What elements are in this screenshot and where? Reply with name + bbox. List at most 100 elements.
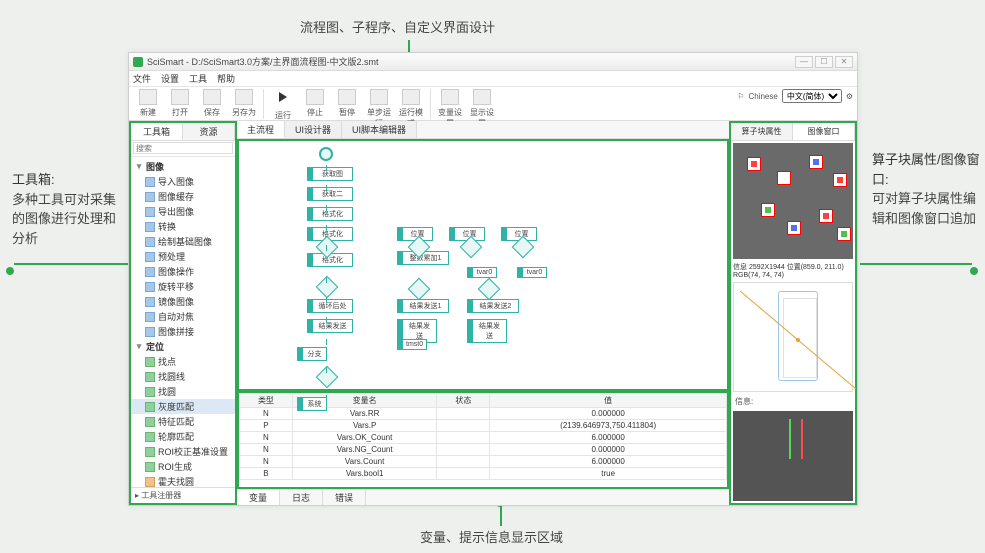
flow-decision[interactable] bbox=[478, 278, 501, 301]
toolbar-保存[interactable]: 保存 bbox=[197, 89, 227, 118]
tree-node[interactable]: 特征匹配 bbox=[131, 414, 235, 429]
toolbar-icon bbox=[306, 89, 324, 105]
var-cell: 6.000000 bbox=[490, 432, 727, 444]
toolbar-停止[interactable]: 停止 bbox=[300, 89, 330, 118]
close-button[interactable]: ✕ bbox=[835, 56, 853, 68]
image-preview-2[interactable] bbox=[733, 282, 853, 392]
tool-tree[interactable]: ▾图像导入图像图像缓存导出图像转换绘制基础图像预处理图像操作旋转平移镜像图像自动… bbox=[131, 157, 235, 487]
flow-start-node[interactable] bbox=[319, 147, 333, 161]
var-cell: Vars.P bbox=[292, 420, 437, 432]
center-panel: 主流程 UI设计器 UI脚本编辑器 获取图获取二格式化格式化格式化循环后处结果发… bbox=[237, 121, 729, 505]
tree-node[interactable]: 找圆 bbox=[131, 384, 235, 399]
toolbar-运行[interactable]: 运行 bbox=[268, 89, 298, 121]
table-row[interactable]: NVars.Count6.000000 bbox=[240, 456, 727, 468]
tree-node[interactable]: 导出图像 bbox=[131, 204, 235, 219]
image-preview-3[interactable] bbox=[733, 411, 853, 501]
flow-node[interactable]: tvar0 bbox=[517, 267, 547, 278]
menu-工具[interactable]: 工具 bbox=[189, 72, 207, 85]
toolbar-另存为[interactable]: 另存为 bbox=[229, 89, 259, 118]
var-cell: 0.000000 bbox=[490, 444, 727, 456]
minimize-button[interactable]: — bbox=[795, 56, 813, 68]
flow-node[interactable]: tmst0 bbox=[397, 339, 427, 350]
toolbar-icon bbox=[473, 89, 491, 105]
tab-operator-props[interactable]: 算子块属性 bbox=[731, 123, 793, 140]
tree-node[interactable]: 绘制基础图像 bbox=[131, 234, 235, 249]
tab-log[interactable]: 日志 bbox=[280, 490, 323, 505]
menu-设置[interactable]: 设置 bbox=[161, 72, 179, 85]
tree-node[interactable]: 导入图像 bbox=[131, 174, 235, 189]
table-row[interactable]: NVars.OK_Count6.000000 bbox=[240, 432, 727, 444]
flow-decision[interactable] bbox=[408, 278, 431, 301]
flow-node[interactable]: 获取图 bbox=[307, 167, 353, 181]
tree-node[interactable]: 找点 bbox=[131, 354, 235, 369]
flow-node[interactable]: 结果发送1 bbox=[397, 299, 449, 313]
tree-node[interactable]: 灰度匹配 bbox=[131, 399, 235, 414]
tab-variables[interactable]: 变量 bbox=[237, 490, 280, 505]
tab-ui-designer[interactable]: UI设计器 bbox=[285, 121, 342, 138]
tree-node[interactable]: 图像操作 bbox=[131, 264, 235, 279]
var-cell: P bbox=[240, 420, 293, 432]
tree-node[interactable]: 转换 bbox=[131, 219, 235, 234]
language-selector[interactable]: ⚐ Chinese 中文(简体) ⚙ bbox=[737, 89, 853, 103]
properties-panel: 算子块属性 图像窗口 信息 2592X1944 位置(859.0, 211.0)… bbox=[729, 121, 857, 505]
toolbar-label: 新建 bbox=[133, 107, 163, 118]
tree-node[interactable]: ▾定位 bbox=[131, 339, 235, 354]
tree-node[interactable]: 图像缓存 bbox=[131, 189, 235, 204]
tree-node[interactable]: 预处理 bbox=[131, 249, 235, 264]
var-cell: N bbox=[240, 456, 293, 468]
flow-node[interactable]: tvar0 bbox=[467, 267, 497, 278]
tab-toolbox[interactable]: 工具箱 bbox=[131, 123, 183, 140]
tab-errors[interactable]: 错误 bbox=[323, 490, 366, 505]
tab-resources[interactable]: 资源 bbox=[183, 123, 235, 140]
table-row[interactable]: PVars.P(2139.646973,750.411804) bbox=[240, 420, 727, 432]
detected-chip bbox=[837, 227, 851, 241]
var-cell bbox=[437, 444, 490, 456]
toolbar-新建[interactable]: 新建 bbox=[133, 89, 163, 118]
tab-main-flow[interactable]: 主流程 bbox=[237, 121, 285, 138]
toolbar-打开[interactable]: 打开 bbox=[165, 89, 195, 118]
tab-image-window[interactable]: 图像窗口 bbox=[793, 123, 855, 140]
tree-node[interactable]: ROI校正基准设置 bbox=[131, 444, 235, 459]
tool-register-footer[interactable]: ▸ 工具注册器 bbox=[131, 487, 235, 503]
toolbar-icon bbox=[171, 89, 189, 105]
annotation-line-right bbox=[860, 263, 972, 265]
flow-node[interactable]: 循环后处 bbox=[307, 299, 353, 313]
tab-ui-script[interactable]: UI脚本编辑器 bbox=[342, 121, 417, 138]
tree-icon bbox=[145, 267, 155, 277]
flowchart-canvas[interactable]: 获取图获取二格式化格式化格式化循环后处结果发送分支系统位置位置位置整数累加1结果… bbox=[237, 139, 729, 391]
tree-node[interactable]: 镜像图像 bbox=[131, 294, 235, 309]
tree-node[interactable]: 图像拼接 bbox=[131, 324, 235, 339]
flow-node[interactable]: 结果发送 bbox=[467, 319, 507, 343]
flow-decision[interactable] bbox=[316, 276, 339, 299]
red-line bbox=[801, 419, 803, 459]
flow-connector bbox=[326, 317, 327, 323]
var-cell bbox=[437, 432, 490, 444]
tree-icon bbox=[145, 177, 155, 187]
flow-decision[interactable] bbox=[316, 366, 339, 389]
tree-node[interactable]: 轮廓匹配 bbox=[131, 429, 235, 444]
tree-node[interactable]: 旋转平移 bbox=[131, 279, 235, 294]
menu-文件[interactable]: 文件 bbox=[133, 72, 151, 85]
tree-node[interactable]: 自动对焦 bbox=[131, 309, 235, 324]
language-dropdown[interactable]: 中文(简体) bbox=[782, 89, 842, 103]
menu-帮助[interactable]: 帮助 bbox=[217, 72, 235, 85]
flow-node[interactable]: 分支 bbox=[297, 347, 327, 361]
flow-node[interactable]: 获取二 bbox=[307, 187, 353, 201]
tree-node[interactable]: ▾图像 bbox=[131, 159, 235, 174]
flow-node[interactable]: 结果发送2 bbox=[467, 299, 519, 313]
flow-node[interactable]: 格式化 bbox=[307, 207, 353, 221]
tree-node[interactable]: ROI生成 bbox=[131, 459, 235, 474]
maximize-button[interactable]: ☐ bbox=[815, 56, 833, 68]
tree-node[interactable]: 找圆线 bbox=[131, 369, 235, 384]
tree-node[interactable]: 霍夫找圆 bbox=[131, 474, 235, 487]
center-tabs: 主流程 UI设计器 UI脚本编辑器 bbox=[237, 121, 729, 139]
flow-node[interactable]: 结果发送 bbox=[307, 319, 353, 333]
detected-chip bbox=[809, 155, 823, 169]
flow-node[interactable]: 系统 bbox=[297, 397, 327, 411]
toolbar-暂停[interactable]: 暂停 bbox=[332, 89, 362, 118]
search-input[interactable] bbox=[133, 142, 233, 154]
var-cell bbox=[437, 420, 490, 432]
image-preview-1[interactable] bbox=[733, 143, 853, 259]
table-row[interactable]: BVars.bool1true bbox=[240, 468, 727, 480]
table-row[interactable]: NVars.NG_Count0.000000 bbox=[240, 444, 727, 456]
